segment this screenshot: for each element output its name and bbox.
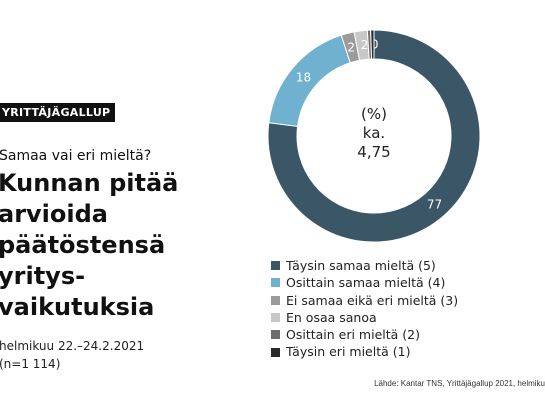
legend-swatch: [271, 295, 280, 305]
slice-label: 2: [347, 40, 355, 54]
headline-line: päätöstensä: [0, 231, 166, 259]
sample-size: (n=1 114): [0, 357, 61, 371]
slice-label: 0: [371, 38, 379, 52]
legend-label: Osittain samaa mieltä (4): [286, 275, 446, 291]
legend-label: Täysin eri mieltä (1): [286, 344, 411, 360]
donut-slice: [370, 29, 375, 60]
headline-line: arvioida: [0, 200, 108, 228]
slice-label: 77: [427, 198, 442, 212]
center-label-line: ka.: [363, 124, 385, 142]
survey-badge: YRITTÄJÄGALLUP: [0, 103, 115, 122]
legend-swatch: [271, 347, 280, 357]
headline-line: vaikutuksia: [0, 293, 155, 321]
survey-meta: helmikuu 22.–24.2.2021 (n=1 114): [0, 337, 219, 373]
headline-line: yritys-: [0, 262, 86, 290]
headline: Kunnan pitää arvioida päätöstensä yritys…: [0, 168, 248, 323]
legend-label: Ei samaa eikä eri mieltä (3): [286, 292, 459, 308]
legend-swatch: [271, 330, 280, 340]
legend-item: Täysin samaa mieltä (5): [271, 257, 458, 274]
legend-label: En osaa sanoa: [286, 309, 377, 325]
legend-label: Osittain eri mieltä (2): [286, 327, 420, 343]
source-note: Lähde: Kantar TNS, Yrittäjägallup 2021, …: [374, 379, 545, 388]
legend-label: Täysin samaa mieltä (5): [286, 258, 436, 273]
legend-item: En osaa sanoa: [271, 309, 458, 326]
center-label-line: 4,75: [357, 143, 390, 161]
legend-item: Osittain samaa mieltä (4): [271, 274, 458, 291]
center-label-line: (%): [361, 105, 387, 123]
survey-question: Samaa vai eri mieltä?: [0, 148, 152, 164]
legend-item: Ei samaa eikä eri mieltä (3): [271, 292, 458, 309]
donut-slice: [267, 29, 481, 243]
slice-label: 2: [361, 38, 369, 52]
legend-item: Osittain eri mieltä (2): [271, 326, 458, 343]
chart-legend: Täysin samaa mieltä (5) Osittain samaa mi…: [271, 257, 458, 361]
legend-swatch: [271, 278, 280, 288]
survey-period: helmikuu 22.–24.2.2021: [0, 339, 145, 353]
legend-swatch: [271, 313, 280, 323]
headline-line: Kunnan pitää: [0, 169, 179, 197]
legend-swatch: [271, 261, 280, 271]
slice-label: 18: [296, 71, 311, 85]
legend-item: Täysin eri mieltä (1): [271, 343, 458, 360]
